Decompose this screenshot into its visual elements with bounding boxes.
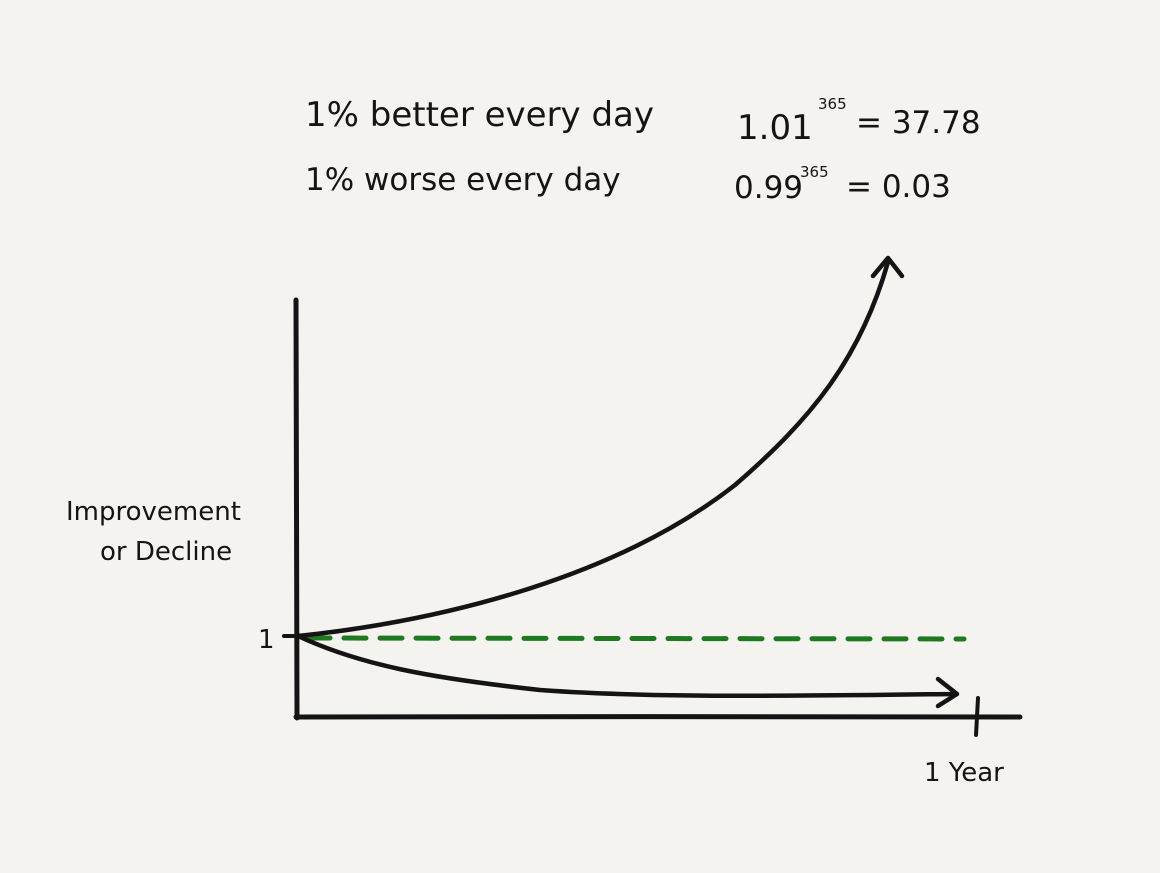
equation-better-base: 1.01 bbox=[737, 108, 813, 148]
series-worse-arrowhead bbox=[935, 676, 960, 709]
equation-worse-base: 0.99 bbox=[734, 170, 803, 206]
equation-worse-result: = 0.03 bbox=[846, 169, 951, 205]
y-tick-label: 1 bbox=[258, 625, 275, 655]
equation-better-label: 1% better every day bbox=[305, 95, 654, 135]
equation-better: 1% better every day 1.01 365 = 37.78 bbox=[305, 95, 981, 148]
equation-worse-exponent: 365 bbox=[800, 163, 829, 181]
series-worse-curve bbox=[295, 633, 958, 699]
y-axis-label-line2: or Decline bbox=[100, 537, 232, 567]
equation-better-exponent: 365 bbox=[818, 95, 847, 113]
x-tick-label: 1 Year bbox=[924, 758, 1004, 788]
equation-worse: 1% worse every day 0.99 365 = 0.03 bbox=[305, 162, 951, 206]
series-better-curve bbox=[295, 259, 891, 639]
series-better-arrowhead bbox=[870, 255, 905, 279]
equation-worse-label: 1% worse every day bbox=[305, 162, 621, 198]
equation-better-result: = 37.78 bbox=[856, 105, 981, 141]
baseline-dashed-line bbox=[305, 635, 967, 642]
y-axis bbox=[293, 297, 300, 721]
y-axis-label-line1: Improvement bbox=[66, 497, 241, 527]
origin-point bbox=[295, 633, 301, 639]
x-tick-mark bbox=[974, 696, 980, 737]
